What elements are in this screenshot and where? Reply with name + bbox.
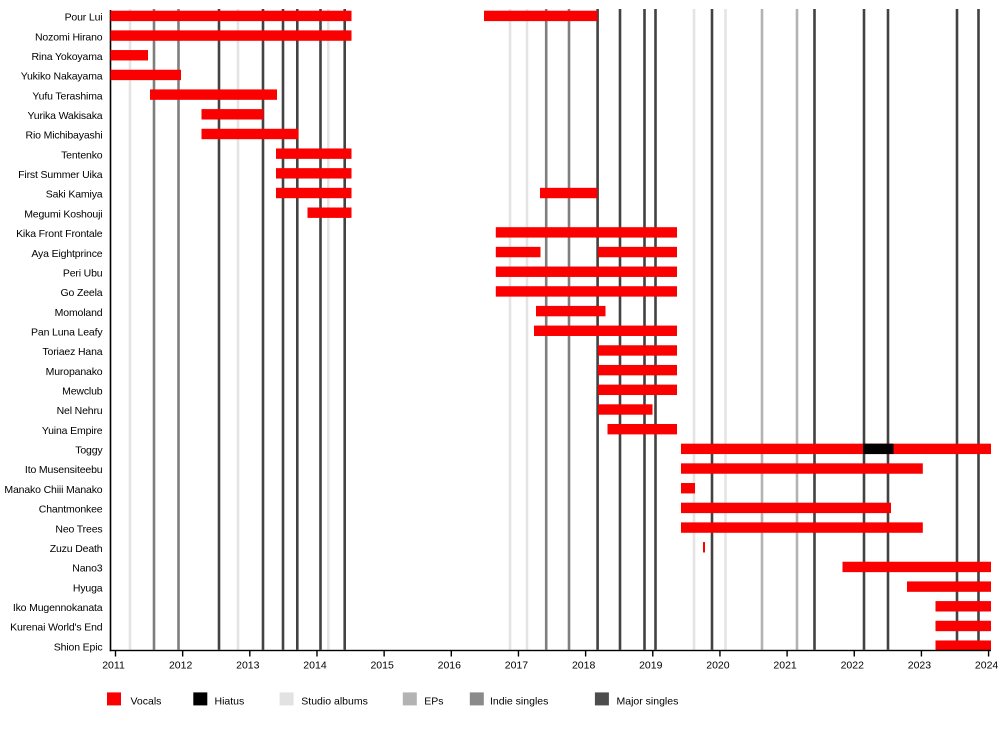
svg-text:2023: 2023 (908, 660, 932, 672)
svg-text:Studio albums: Studio albums (301, 696, 368, 708)
svg-text:Saki Kamiya: Saki Kamiya (46, 189, 103, 201)
svg-text:Shion Epic: Shion Epic (54, 641, 103, 653)
svg-text:Toggy: Toggy (75, 445, 103, 457)
svg-text:Kurenai World's End: Kurenai World's End (10, 622, 103, 634)
svg-text:Peri Ubu: Peri Ubu (63, 267, 103, 279)
svg-text:2022: 2022 (841, 660, 865, 672)
svg-text:Nel Nehru: Nel Nehru (57, 405, 103, 417)
svg-text:2021: 2021 (773, 660, 797, 672)
svg-text:Yukiko Nakayama: Yukiko Nakayama (21, 71, 103, 83)
svg-text:Momoland: Momoland (55, 307, 103, 319)
svg-text:Ito Musensiteebu: Ito Musensiteebu (25, 464, 103, 476)
svg-text:Vocals: Vocals (131, 696, 162, 708)
svg-text:Neo Trees: Neo Trees (55, 523, 102, 535)
svg-text:Yufu Terashima: Yufu Terashima (32, 90, 102, 102)
svg-text:Indie singles: Indie singles (490, 696, 548, 708)
svg-text:Chantmonkee: Chantmonkee (39, 504, 103, 516)
svg-text:Manako Chiii Manako: Manako Chiii Manako (4, 484, 102, 496)
svg-text:Yuina Empire: Yuina Empire (42, 425, 103, 437)
svg-text:2011: 2011 (102, 660, 125, 672)
svg-text:Major singles: Major singles (617, 696, 679, 708)
svg-text:Nozomi Hirano: Nozomi Hirano (35, 31, 103, 43)
svg-text:Mewclub: Mewclub (62, 386, 103, 398)
svg-text:2020: 2020 (706, 660, 730, 672)
svg-text:2024: 2024 (975, 660, 999, 672)
svg-text:First Summer Uika: First Summer Uika (18, 169, 103, 181)
svg-text:2016: 2016 (438, 660, 462, 672)
svg-text:2018: 2018 (572, 660, 596, 672)
svg-text:Rina Yokoyama: Rina Yokoyama (31, 51, 102, 63)
svg-text:Tentenko: Tentenko (61, 149, 103, 161)
svg-text:Pan Luna Leafy: Pan Luna Leafy (31, 326, 103, 338)
svg-text:2013: 2013 (236, 660, 260, 672)
svg-text:Toriaez Hana: Toriaez Hana (42, 346, 102, 358)
svg-text:Zuzu Death: Zuzu Death (50, 543, 103, 555)
svg-text:Go Zeela: Go Zeela (61, 287, 103, 299)
svg-text:Hiatus: Hiatus (215, 696, 245, 708)
svg-text:2014: 2014 (303, 660, 327, 672)
svg-text:2019: 2019 (639, 660, 663, 672)
svg-text:Iko Mugennokanata: Iko Mugennokanata (13, 602, 103, 614)
svg-text:Rio Michibayashi: Rio Michibayashi (26, 130, 103, 142)
svg-text:2017: 2017 (505, 660, 529, 672)
svg-text:Nano3: Nano3 (72, 563, 103, 575)
svg-text:Kika Front Frontale: Kika Front Frontale (16, 228, 103, 240)
svg-text:Yurika Wakisaka: Yurika Wakisaka (28, 110, 103, 122)
svg-text:Muropanako: Muropanako (46, 366, 103, 378)
svg-text:Aya Eightprince: Aya Eightprince (31, 248, 102, 260)
svg-text:2015: 2015 (370, 660, 394, 672)
svg-text:Pour Lui: Pour Lui (65, 12, 103, 24)
svg-text:EPs: EPs (424, 696, 443, 708)
svg-text:Hyuga: Hyuga (73, 582, 103, 594)
svg-text:2012: 2012 (169, 660, 193, 672)
svg-text:Megumi Koshouji: Megumi Koshouji (24, 208, 102, 220)
